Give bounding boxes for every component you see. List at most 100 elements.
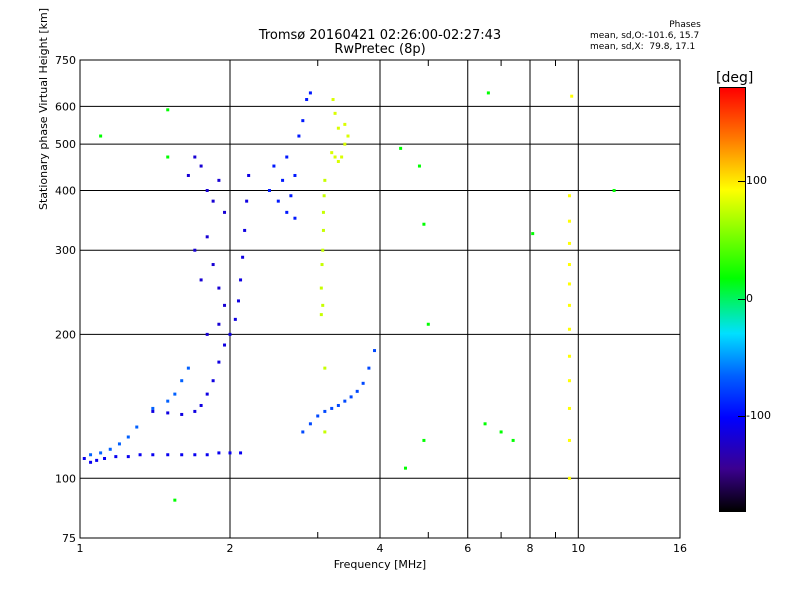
data-point bbox=[95, 458, 99, 462]
data-point bbox=[499, 430, 503, 434]
data-point bbox=[276, 199, 280, 203]
data-point bbox=[567, 327, 571, 331]
data-point bbox=[186, 366, 190, 370]
colorbar-tick-label: -100 bbox=[746, 409, 771, 422]
data-point bbox=[239, 278, 243, 282]
data-point bbox=[343, 122, 347, 126]
colorbar-tickmark bbox=[738, 416, 745, 417]
y-tick-label: 500 bbox=[55, 138, 76, 151]
data-point bbox=[567, 282, 571, 286]
data-point bbox=[483, 422, 487, 426]
data-point bbox=[531, 232, 535, 236]
x-axis-label: Frequency [MHz] bbox=[333, 558, 427, 571]
data-point bbox=[305, 98, 309, 102]
data-point bbox=[217, 286, 221, 290]
data-point bbox=[193, 409, 197, 413]
colorbar-tick-label: 100 bbox=[746, 174, 767, 187]
data-point bbox=[612, 188, 616, 192]
data-point bbox=[567, 219, 571, 223]
data-point bbox=[186, 173, 190, 177]
y-tick-label: 400 bbox=[55, 184, 76, 197]
data-point bbox=[211, 379, 215, 383]
data-point bbox=[289, 194, 293, 198]
data-point bbox=[308, 422, 312, 426]
data-point bbox=[301, 430, 305, 434]
data-point bbox=[239, 451, 243, 455]
data-point bbox=[340, 155, 344, 159]
data-point bbox=[346, 134, 350, 138]
x-tick-label: 6 bbox=[464, 542, 471, 555]
data-point bbox=[180, 412, 184, 416]
data-point bbox=[567, 379, 571, 383]
data-point bbox=[323, 178, 327, 182]
data-point bbox=[166, 108, 170, 112]
data-point bbox=[567, 406, 571, 410]
data-point bbox=[361, 381, 365, 385]
chart-subtitle: RwPretec (8p) bbox=[334, 42, 426, 57]
data-point bbox=[301, 119, 305, 123]
x-tick-label: 10 bbox=[571, 542, 585, 555]
data-point bbox=[199, 403, 203, 407]
data-point bbox=[151, 409, 155, 413]
chart-title: Tromsø 20160421 02:26:00-02:27:43 bbox=[258, 28, 502, 43]
data-point bbox=[336, 159, 340, 163]
data-point bbox=[233, 317, 237, 321]
colorbar-tickmark bbox=[738, 298, 745, 300]
x-tick-label: 8 bbox=[527, 542, 534, 555]
data-point bbox=[193, 155, 197, 159]
data-point bbox=[211, 263, 215, 267]
data-point bbox=[245, 199, 249, 203]
y-tick-label: 300 bbox=[55, 244, 76, 257]
data-point bbox=[135, 425, 139, 429]
data-point bbox=[323, 409, 327, 413]
data-point bbox=[173, 392, 177, 396]
data-point bbox=[199, 164, 203, 168]
x-tick-label: 16 bbox=[673, 542, 687, 555]
x-tick-label: 1 bbox=[77, 542, 84, 555]
data-point bbox=[319, 286, 323, 290]
data-point bbox=[114, 455, 118, 459]
data-point bbox=[321, 228, 325, 232]
data-point bbox=[336, 126, 340, 130]
data-point bbox=[205, 188, 209, 192]
data-point bbox=[193, 248, 197, 252]
data-point bbox=[205, 332, 209, 336]
x-tick-label: 2 bbox=[227, 542, 234, 555]
data-point bbox=[193, 453, 197, 457]
data-point bbox=[336, 403, 340, 407]
data-point bbox=[511, 438, 515, 442]
data-point bbox=[486, 91, 490, 95]
data-point bbox=[343, 142, 347, 146]
data-point bbox=[126, 455, 130, 459]
data-point bbox=[151, 406, 155, 410]
data-point bbox=[236, 299, 240, 303]
data-point bbox=[343, 399, 347, 403]
data-point bbox=[567, 303, 571, 307]
data-point bbox=[223, 303, 227, 307]
data-point bbox=[180, 379, 184, 383]
data-point bbox=[373, 349, 377, 353]
data-point bbox=[285, 210, 289, 214]
data-point bbox=[223, 210, 227, 214]
data-point bbox=[166, 453, 170, 457]
data-point bbox=[567, 194, 571, 198]
y-tick-label: 200 bbox=[55, 328, 76, 341]
data-point bbox=[567, 241, 571, 245]
data-point bbox=[166, 411, 170, 415]
data-point bbox=[330, 406, 334, 410]
data-point bbox=[349, 395, 353, 399]
data-point bbox=[89, 460, 93, 464]
data-point bbox=[567, 476, 571, 480]
data-point bbox=[217, 451, 221, 455]
data-point bbox=[272, 164, 276, 168]
data-point bbox=[173, 498, 177, 502]
data-point bbox=[331, 98, 335, 102]
data-point bbox=[308, 91, 312, 95]
colorbar-tick-label: 0 bbox=[746, 291, 753, 305]
data-point bbox=[422, 438, 426, 442]
data-point bbox=[151, 453, 155, 457]
data-point bbox=[180, 453, 184, 457]
data-point bbox=[228, 332, 232, 336]
data-point bbox=[99, 451, 103, 455]
